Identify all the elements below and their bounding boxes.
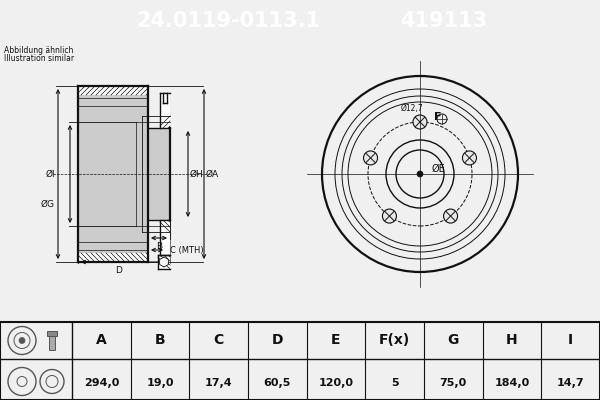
Circle shape bbox=[382, 209, 397, 223]
Text: 120,0: 120,0 bbox=[319, 378, 353, 388]
Text: F(x): F(x) bbox=[379, 334, 410, 348]
Text: 17,4: 17,4 bbox=[205, 378, 232, 388]
Text: ØA: ØA bbox=[206, 170, 219, 178]
Text: D: D bbox=[116, 266, 122, 275]
Circle shape bbox=[443, 209, 458, 223]
Text: A: A bbox=[96, 334, 107, 348]
Polygon shape bbox=[148, 128, 170, 220]
Text: 19,0: 19,0 bbox=[146, 378, 174, 388]
Text: B: B bbox=[156, 242, 162, 251]
Polygon shape bbox=[78, 253, 148, 262]
Polygon shape bbox=[78, 95, 148, 253]
Polygon shape bbox=[160, 220, 170, 255]
Text: ØG: ØG bbox=[41, 200, 55, 208]
Text: Ø12,7: Ø12,7 bbox=[401, 104, 424, 112]
Text: 24.0119-0113.1: 24.0119-0113.1 bbox=[136, 11, 320, 31]
Polygon shape bbox=[78, 86, 148, 95]
Bar bbox=[49, 336, 55, 350]
Text: 419113: 419113 bbox=[400, 11, 488, 31]
Circle shape bbox=[19, 338, 25, 344]
Text: 5: 5 bbox=[391, 378, 398, 388]
Text: E: E bbox=[331, 334, 341, 348]
Text: ØH: ØH bbox=[190, 170, 204, 178]
Text: Abbildung ähnlich: Abbildung ähnlich bbox=[4, 46, 73, 55]
Circle shape bbox=[413, 115, 427, 129]
Text: I: I bbox=[568, 334, 573, 348]
Text: Illustration similar: Illustration similar bbox=[4, 54, 74, 63]
Text: ØI: ØI bbox=[46, 170, 55, 178]
Text: D: D bbox=[272, 334, 283, 348]
Text: 184,0: 184,0 bbox=[494, 378, 530, 388]
Polygon shape bbox=[158, 255, 170, 269]
Text: ØE: ØE bbox=[432, 164, 446, 174]
Text: C: C bbox=[214, 334, 224, 348]
Text: C (MTH): C (MTH) bbox=[170, 246, 203, 254]
Text: 14,7: 14,7 bbox=[557, 378, 584, 388]
Text: H: H bbox=[506, 334, 518, 348]
Text: 75,0: 75,0 bbox=[440, 378, 467, 388]
Bar bbox=[47, 330, 57, 336]
Text: B: B bbox=[155, 334, 166, 348]
Circle shape bbox=[364, 151, 377, 165]
Circle shape bbox=[417, 171, 423, 177]
Text: 294,0: 294,0 bbox=[83, 378, 119, 388]
Text: 60,5: 60,5 bbox=[263, 378, 291, 388]
Polygon shape bbox=[160, 93, 170, 128]
Text: F: F bbox=[434, 112, 442, 122]
Circle shape bbox=[463, 151, 476, 165]
Text: G: G bbox=[448, 334, 459, 348]
Polygon shape bbox=[160, 257, 169, 267]
